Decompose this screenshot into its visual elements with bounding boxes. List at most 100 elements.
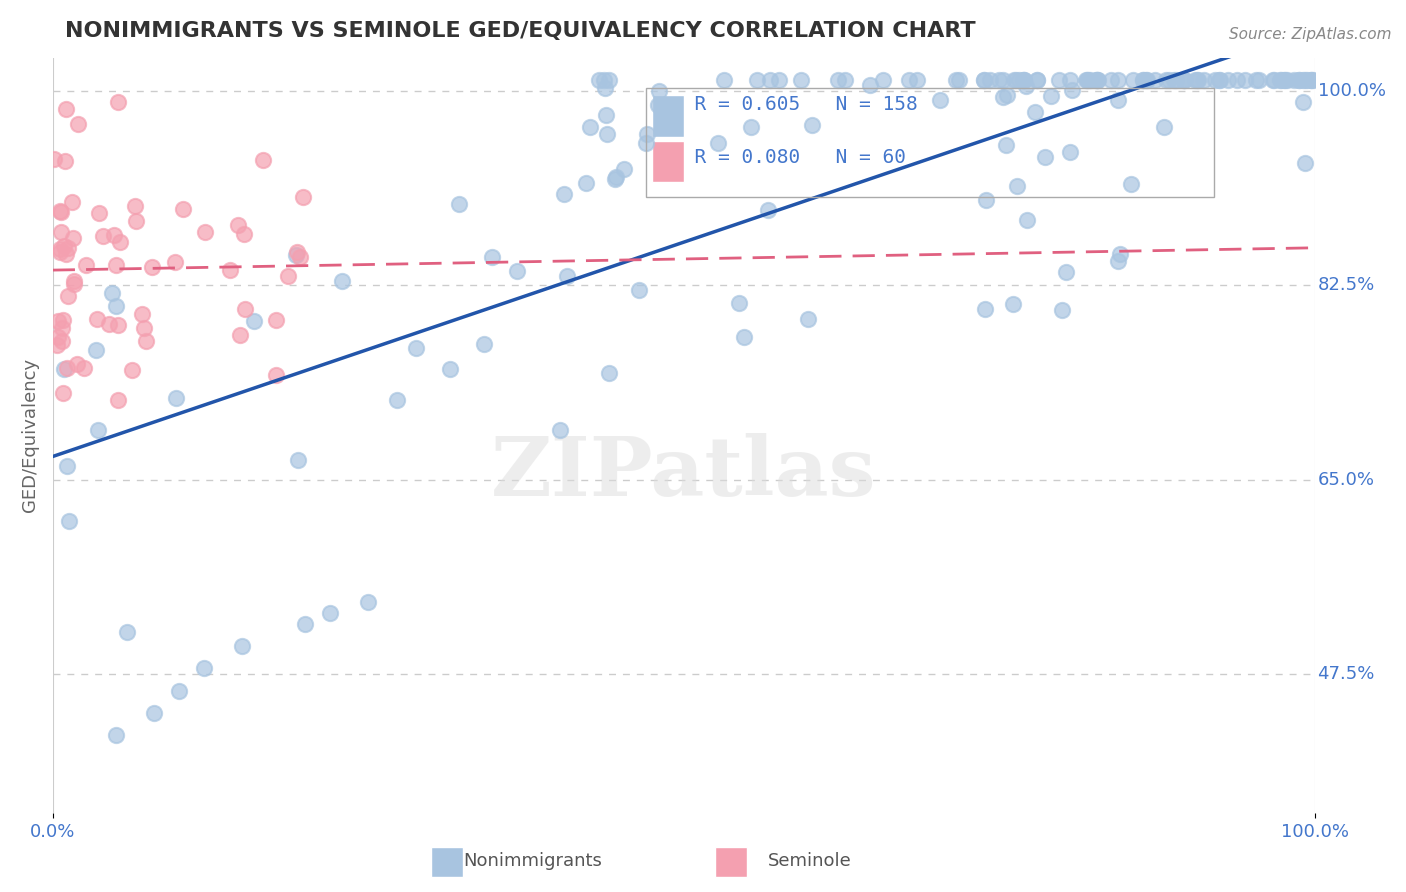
Point (58, 515, 80, 529)
Point (1121, 177, 1143, 191)
Point (797, 311, 820, 326)
Point (605, 170, 627, 185)
Point (101, 285, 124, 300)
Point (759, 73, 782, 87)
Text: Source: ZipAtlas.com: Source: ZipAtlas.com (1229, 27, 1392, 42)
Point (790, 73, 813, 87)
Point (51, 334, 73, 348)
Point (294, 617, 316, 632)
Point (1163, 73, 1185, 87)
Point (505, 264, 527, 278)
Point (1299, 73, 1322, 87)
Point (636, 136, 658, 150)
Point (1164, 73, 1187, 87)
Point (481, 250, 503, 264)
Point (142, 706, 165, 720)
Point (1270, 73, 1292, 87)
Point (1233, 73, 1256, 87)
Point (1132, 73, 1154, 87)
Point (1187, 73, 1209, 87)
Bar (716, 847, 747, 877)
Point (1077, 73, 1099, 87)
Point (1054, 265, 1077, 279)
Point (1012, 73, 1035, 87)
Point (49, 203, 72, 218)
Point (91, 229, 114, 244)
Point (86, 312, 108, 326)
Point (1292, 73, 1315, 87)
Point (1194, 73, 1216, 87)
Point (1282, 73, 1305, 87)
Point (647, 97, 669, 112)
Point (107, 392, 129, 407)
Point (595, 127, 617, 141)
Point (46, 314, 69, 328)
Point (405, 341, 427, 355)
Point (1187, 73, 1209, 87)
Point (1299, 73, 1322, 87)
Point (1109, 247, 1132, 261)
Point (193, 661, 215, 675)
Point (252, 153, 274, 167)
Point (1154, 73, 1177, 87)
Point (1247, 73, 1270, 87)
Text: 100.0%: 100.0% (1317, 82, 1385, 100)
Point (733, 330, 755, 344)
Point (1136, 73, 1159, 87)
Point (1084, 73, 1107, 87)
Point (277, 268, 299, 283)
Point (104, 728, 127, 742)
Point (233, 301, 256, 316)
Point (357, 595, 380, 609)
Point (288, 250, 311, 264)
Point (905, 73, 928, 87)
Point (1122, 73, 1144, 87)
Point (801, 118, 824, 132)
Point (707, 136, 730, 150)
Point (125, 213, 148, 227)
Text: 82.5%: 82.5% (1317, 277, 1375, 294)
Point (595, 108, 617, 122)
Point (63, 277, 86, 291)
Point (987, 73, 1010, 87)
Point (548, 423, 571, 437)
Point (135, 334, 157, 348)
Point (1014, 73, 1036, 87)
Point (592, 73, 614, 87)
Point (124, 199, 146, 213)
Point (1143, 73, 1166, 87)
Point (973, 73, 995, 87)
Point (46, 337, 69, 351)
Point (117, 625, 139, 640)
Point (97, 317, 120, 331)
Point (165, 391, 187, 405)
Text: R = 0.080   N = 60: R = 0.080 N = 60 (671, 148, 907, 168)
Point (42, 152, 65, 166)
Point (648, 84, 671, 98)
Point (1205, 73, 1227, 87)
Point (104, 258, 127, 272)
Point (285, 248, 308, 262)
Point (1087, 73, 1109, 87)
Point (1059, 145, 1081, 160)
Point (1296, 73, 1319, 87)
Point (1015, 213, 1038, 227)
Point (588, 73, 610, 87)
Point (131, 307, 153, 321)
Point (330, 274, 353, 288)
Point (1060, 83, 1083, 97)
Point (1085, 73, 1108, 87)
Point (555, 268, 578, 283)
Point (1015, 79, 1038, 94)
Point (226, 218, 249, 232)
Text: 47.5%: 47.5% (1317, 665, 1375, 683)
Point (1173, 73, 1195, 87)
Point (974, 302, 997, 317)
Point (66, 117, 89, 131)
Point (46, 329, 69, 343)
Point (872, 73, 894, 87)
Point (319, 606, 342, 620)
Point (105, 299, 128, 313)
Point (55, 247, 77, 261)
Point (172, 202, 194, 216)
